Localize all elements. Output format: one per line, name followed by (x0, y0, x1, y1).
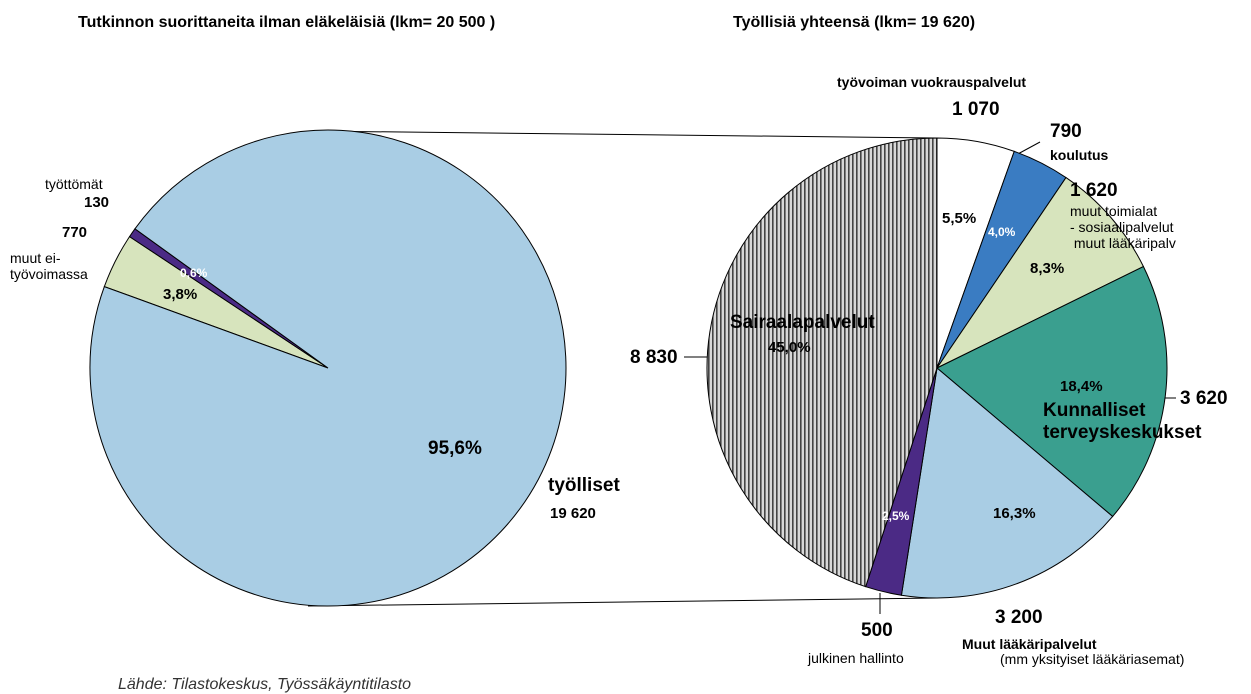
percentage-label: 8,3% (1030, 260, 1065, 277)
percentage-label: 45,0% (768, 339, 811, 356)
value-label: 1 070 (952, 99, 1000, 120)
pie-slice (706, 137, 938, 588)
value-label: 3 200 (995, 607, 1043, 628)
category-label: Muut lääkäripalvelut (962, 636, 1097, 652)
connector (307, 597, 938, 607)
category-label: työlliset (548, 475, 620, 496)
percentage-label: 5,5% (942, 210, 977, 227)
source: Lähde: Tilastokeskus, Työssäkäyntitilast… (118, 676, 412, 693)
pie-slice (936, 265, 1168, 518)
category-label: työvoiman vuokrauspalvelut (837, 74, 1027, 90)
pie-slice (89, 129, 567, 607)
leader-line (1015, 141, 1041, 156)
category-label: Kunnalliset terveyskeskukset (1043, 400, 1202, 443)
value-label: 1 620 (1070, 180, 1118, 201)
percentage-label: 95,6% (428, 438, 482, 459)
pie-slice (900, 367, 1114, 599)
value-label: 8 830 (630, 347, 678, 368)
value-label: 500 (861, 620, 893, 641)
category-label: työttömät (45, 176, 103, 192)
percentage-label: 4,0% (988, 225, 1016, 239)
connector (307, 130, 938, 139)
pie-slice (935, 176, 1145, 370)
category-label: muut toimialat - sosiaalipalvelut muut l… (1070, 203, 1176, 252)
chart-title: Tutkinnon suorittaneita ilman eläkeläisi… (78, 14, 496, 31)
category-label: muut ei- työvoimassa (10, 250, 88, 283)
value-label: 770 (62, 224, 88, 241)
percentage-label: 3,8% (163, 286, 198, 303)
value-label: 130 (84, 194, 110, 211)
percentage-label: 0,6% (180, 266, 208, 280)
category-label: julkinen hallinto (808, 650, 904, 666)
chart-title: Työllisiä yhteensä (lkm= 19 620) (733, 14, 976, 31)
value-label: 790 (1050, 121, 1082, 142)
percentage-label: 2,5% (882, 509, 910, 523)
percentage-label: 16,3% (993, 505, 1036, 522)
category-label: koulutus (1050, 147, 1109, 163)
category-label: Sairaalapalvelut (730, 312, 875, 333)
value-label: 19 620 (550, 505, 596, 522)
value-label: 3 620 (1180, 388, 1228, 409)
annotation: (mm yksityiset lääkäriasemat) (1000, 651, 1185, 667)
percentage-label: 18,4% (1060, 378, 1103, 395)
